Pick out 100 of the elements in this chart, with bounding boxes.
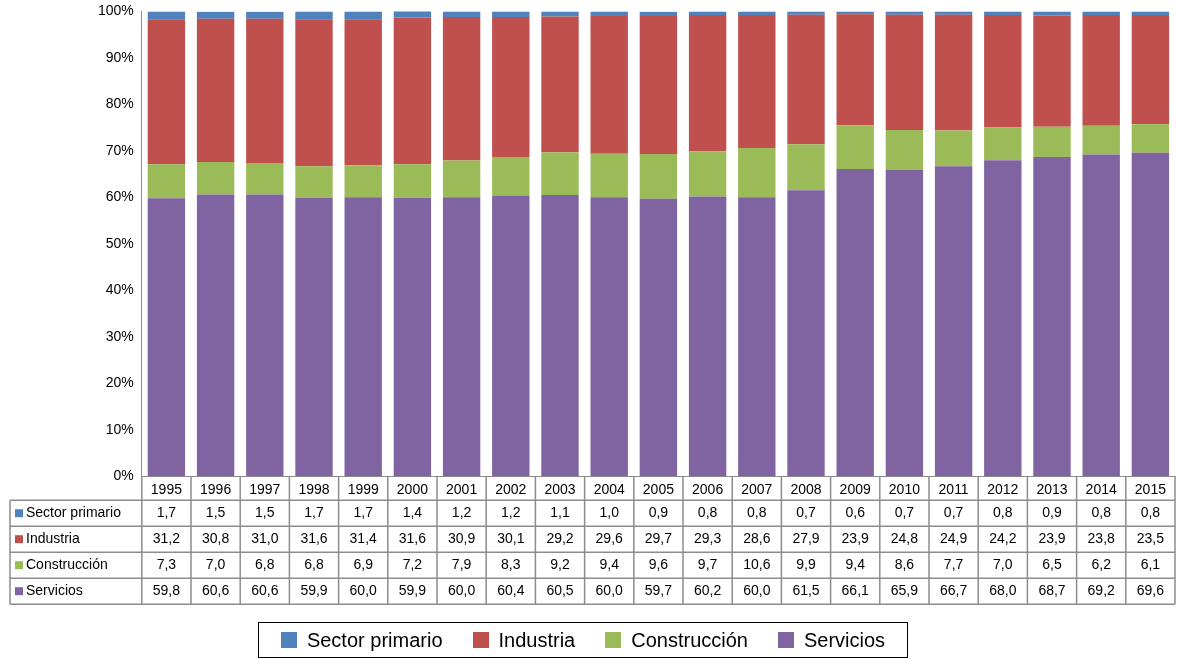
data-label: 1,4 <box>402 504 423 521</box>
data-label: 1,1 <box>550 504 570 521</box>
data-label: 60,0 <box>447 582 476 599</box>
bar <box>492 11 530 17</box>
bar <box>836 14 874 126</box>
data-label: 60,0 <box>595 582 624 599</box>
x-tick-label: 1999 <box>347 481 379 498</box>
bar <box>1131 124 1170 153</box>
bar <box>639 198 678 477</box>
data-label: 23,9 <box>1038 530 1066 547</box>
data-label: 6,9 <box>353 556 374 573</box>
bar <box>787 14 825 145</box>
bar <box>196 162 235 195</box>
data-label: 69,2 <box>1087 582 1116 599</box>
bar <box>442 160 481 198</box>
data-label: 7,3 <box>156 556 177 573</box>
data-label: 23,9 <box>841 530 870 547</box>
data-label: 1,2 <box>501 504 521 521</box>
data-label: 29,6 <box>595 530 624 547</box>
bar <box>246 18 284 163</box>
data-label: 24,2 <box>989 530 1017 547</box>
bar <box>246 162 284 195</box>
data-label: 68,7 <box>1038 582 1066 599</box>
bar <box>344 197 382 477</box>
bar <box>492 16 530 157</box>
y-tick-label: 40% <box>105 281 134 298</box>
bar <box>344 165 382 198</box>
bar <box>541 195 579 477</box>
bar <box>492 195 530 477</box>
bar <box>984 15 1022 128</box>
data-label: 24,9 <box>939 530 968 547</box>
bar <box>934 166 973 477</box>
data-label: 31,6 <box>398 530 427 547</box>
bar <box>1033 11 1071 16</box>
data-label: 1,5 <box>205 504 226 521</box>
data-label: 60,6 <box>251 582 279 599</box>
y-tick-label: 30% <box>105 327 134 344</box>
data-label: 7,2 <box>402 556 423 573</box>
data-label: 9,9 <box>796 556 816 573</box>
x-tick-label: 2000 <box>396 481 429 498</box>
data-label: 6,5 <box>1042 556 1062 573</box>
data-label: 59,9 <box>300 582 328 599</box>
bar <box>1082 125 1120 155</box>
data-label: 0,6 <box>845 504 866 521</box>
data-label: 66,1 <box>841 582 870 599</box>
data-label: 30,8 <box>201 530 230 547</box>
x-tick-label: 2013 <box>1036 481 1068 498</box>
data-label: 0,8 <box>993 504 1013 521</box>
bar <box>639 154 678 199</box>
x-tick-label: 2011 <box>938 481 969 498</box>
bar <box>393 197 432 477</box>
bar <box>1033 15 1071 127</box>
bar <box>590 16 628 154</box>
legend-label: Sector primario <box>26 504 122 521</box>
data-label: 31,4 <box>349 530 378 547</box>
x-tick-label: 1998 <box>298 481 330 498</box>
data-label: 27,9 <box>792 530 820 547</box>
y-tick-label: 70% <box>105 141 134 158</box>
bar <box>885 169 924 477</box>
bar <box>1131 152 1170 477</box>
bar <box>934 11 973 15</box>
bar <box>295 197 333 477</box>
bar <box>344 19 382 166</box>
bar <box>393 164 432 198</box>
bar <box>1082 15 1120 126</box>
bar <box>1033 156 1071 477</box>
data-label: 0,7 <box>796 504 816 521</box>
data-label: 7,0 <box>205 556 226 573</box>
text: Industria <box>498 628 576 651</box>
bar <box>295 166 333 198</box>
data-label: 68,0 <box>989 582 1017 599</box>
bar <box>492 156 530 196</box>
data-label: 9,4 <box>599 556 620 573</box>
data-label: 7,9 <box>451 556 472 573</box>
data-label: 60,5 <box>546 582 574 599</box>
data-label: 0,7 <box>943 504 964 521</box>
data-label: 7,7 <box>943 556 964 573</box>
data-label: 6,8 <box>255 556 275 573</box>
bar <box>688 151 727 197</box>
data-label: 60,0 <box>349 582 378 599</box>
data-label: 29,3 <box>693 530 722 547</box>
bar <box>738 15 776 149</box>
data-label: 60,0 <box>743 582 771 599</box>
bar <box>787 190 825 477</box>
bar <box>541 11 579 17</box>
bar <box>738 197 776 477</box>
bar <box>787 144 825 191</box>
data-label: 31,2 <box>152 530 181 547</box>
bar <box>836 125 874 169</box>
data-label: 1,0 <box>599 504 620 521</box>
x-tick-label: 2005 <box>642 481 675 498</box>
bar <box>934 14 973 131</box>
data-label: 7,0 <box>993 556 1013 573</box>
data-label: 9,2 <box>550 556 570 573</box>
data-label: 10,6 <box>743 556 771 573</box>
data-label: 66,7 <box>939 582 968 599</box>
data-label: 60,4 <box>497 582 525 599</box>
text: Sector primario <box>306 628 443 651</box>
data-label: 9,6 <box>648 556 669 573</box>
data-label: 8,3 <box>501 556 521 573</box>
